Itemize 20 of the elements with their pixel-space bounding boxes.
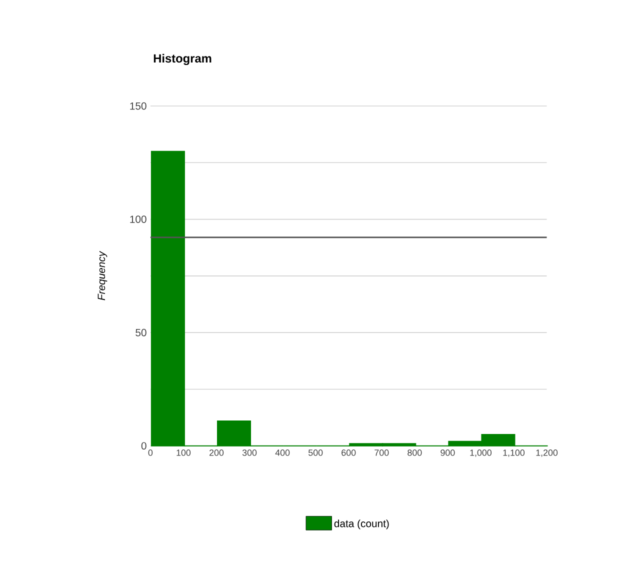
legend-label: data (count) <box>334 520 389 530</box>
x-tick-label: 1,000 <box>470 450 492 458</box>
x-tick-label: 900 <box>440 450 455 456</box>
y-axis-title: Frequency <box>98 250 108 300</box>
y-tick-label: 100 <box>130 216 146 224</box>
x-tick-label: 300 <box>242 450 257 456</box>
y-tick-label: 50 <box>136 329 146 336</box>
x-tick-label: 200 <box>210 450 224 456</box>
x-tick-label: 600 <box>342 450 356 456</box>
x-tick-label: 1,200 <box>536 450 558 458</box>
y-tick-label: 0 <box>141 442 146 450</box>
x-tick-label: 400 <box>275 450 290 456</box>
y-tick-label: 150 <box>130 102 146 110</box>
x-tick-label: 100 <box>176 450 191 456</box>
x-tick-label: 800 <box>408 450 422 456</box>
x-tick-label: 0 <box>148 450 153 456</box>
x-tick-label: 700 <box>374 450 389 456</box>
x-tick-label: 1,100 <box>503 450 525 458</box>
chart-title: Histogram <box>154 54 212 66</box>
x-tick-label: 500 <box>308 450 323 456</box>
